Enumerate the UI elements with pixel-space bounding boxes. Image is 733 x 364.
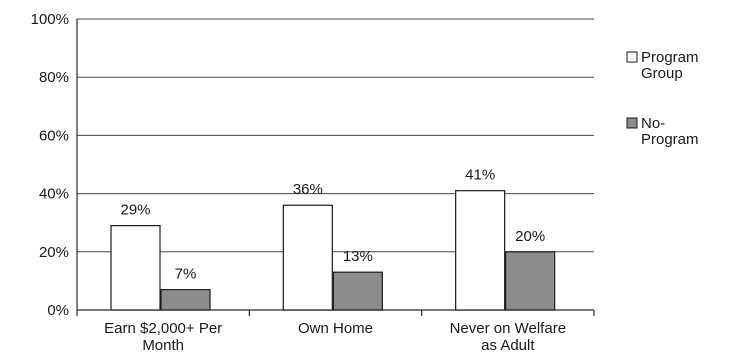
- legend: Program Group No-Program: [626, 49, 699, 148]
- y-tick-label: 100%: [31, 11, 69, 28]
- category-labels: Earn $2,000+ Per Month Own Home Never on We…: [104, 320, 566, 354]
- bar: [110, 225, 161, 311]
- bar: [505, 251, 556, 311]
- bar: [282, 204, 333, 311]
- bar: [455, 190, 506, 311]
- bar: [332, 271, 383, 311]
- category-label: Earn $2,000+ Per Month: [104, 320, 222, 354]
- legend-swatch: [626, 117, 638, 129]
- y-tick-label: 20%: [39, 244, 69, 261]
- data-label: 36%: [293, 181, 323, 198]
- y-tick-label: 60%: [39, 127, 69, 144]
- y-tick-label: 0%: [47, 302, 69, 319]
- gridlines: [77, 18, 594, 253]
- data-label: 29%: [120, 202, 150, 219]
- y-tick-label: 80%: [39, 69, 69, 86]
- y-tick-label: 40%: [39, 186, 69, 203]
- legend-label: Program Group: [641, 49, 699, 82]
- data-label: 20%: [515, 228, 545, 245]
- data-label: 7%: [175, 266, 197, 283]
- category-label: Own Home: [298, 320, 373, 337]
- bar: [160, 289, 211, 311]
- data-label: 41%: [465, 167, 495, 184]
- data-label: 13%: [343, 248, 373, 265]
- legend-swatch: [626, 51, 638, 63]
- bars: [110, 190, 556, 311]
- category-label: Never on Welfare as Adult: [450, 320, 566, 354]
- legend-label: No-Program: [641, 115, 699, 148]
- data-labels: 29% 36% 41% 7% 13% 20%: [120, 167, 545, 283]
